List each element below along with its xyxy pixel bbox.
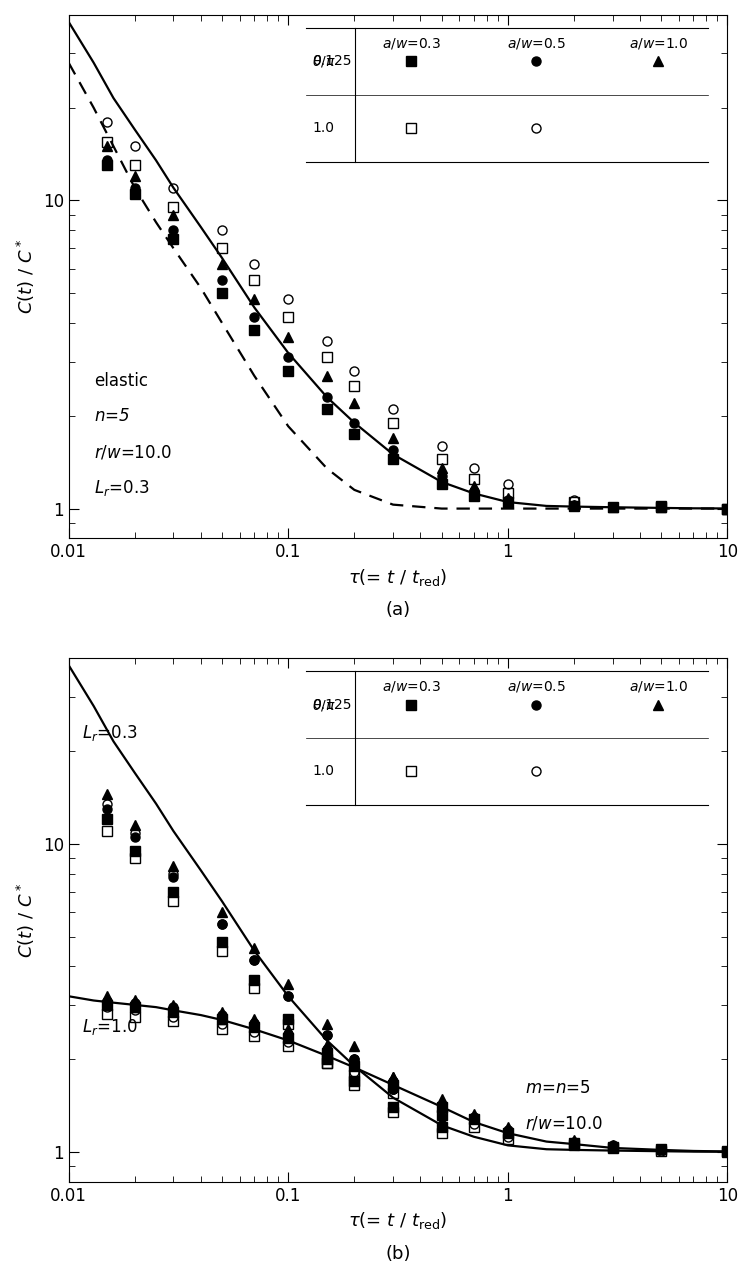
Text: $a/w$=1.0: $a/w$=1.0 bbox=[629, 680, 687, 695]
Text: $L_r$=0.3: $L_r$=0.3 bbox=[93, 478, 149, 498]
Text: $\theta/\pi$: $\theta/\pi$ bbox=[312, 53, 336, 70]
Y-axis label: $C(t)$ / $C^*$: $C(t)$ / $C^*$ bbox=[15, 883, 37, 957]
Text: $r/w$=10.0: $r/w$=10.0 bbox=[526, 1115, 603, 1132]
Text: $r/w$=10.0: $r/w$=10.0 bbox=[93, 443, 172, 462]
Y-axis label: $C(t)$ / $C^*$: $C(t)$ / $C^*$ bbox=[15, 240, 37, 314]
Text: $\theta/\pi$: $\theta/\pi$ bbox=[312, 696, 336, 713]
Text: $a/w$=1.0: $a/w$=1.0 bbox=[629, 36, 687, 51]
Text: 1.0: 1.0 bbox=[312, 765, 334, 779]
Text: (b): (b) bbox=[386, 1245, 411, 1263]
Text: 1.0: 1.0 bbox=[312, 120, 334, 136]
Text: $m$=$n$=5: $m$=$n$=5 bbox=[526, 1079, 591, 1097]
Text: $L_r$=0.3: $L_r$=0.3 bbox=[82, 723, 138, 743]
Text: elastic: elastic bbox=[93, 372, 148, 391]
Text: $a/w$=0.3: $a/w$=0.3 bbox=[382, 680, 441, 695]
Text: $a/w$=0.5: $a/w$=0.5 bbox=[507, 36, 566, 51]
X-axis label: $\tau$(= $t$ / $t_{\rm red}$): $\tau$(= $t$ / $t_{\rm red}$) bbox=[349, 567, 447, 588]
Text: 0.125: 0.125 bbox=[312, 55, 352, 68]
Text: $a/w$=0.5: $a/w$=0.5 bbox=[507, 680, 566, 695]
Text: $n$=5: $n$=5 bbox=[93, 407, 130, 425]
Text: (a): (a) bbox=[386, 601, 410, 619]
X-axis label: $\tau$(= $t$ / $t_{\rm red}$): $\tau$(= $t$ / $t_{\rm red}$) bbox=[349, 1210, 447, 1231]
Text: $L_r$=1.0: $L_r$=1.0 bbox=[82, 1017, 138, 1037]
Text: $a/w$=0.3: $a/w$=0.3 bbox=[382, 36, 441, 51]
Text: 0.125: 0.125 bbox=[312, 697, 352, 711]
